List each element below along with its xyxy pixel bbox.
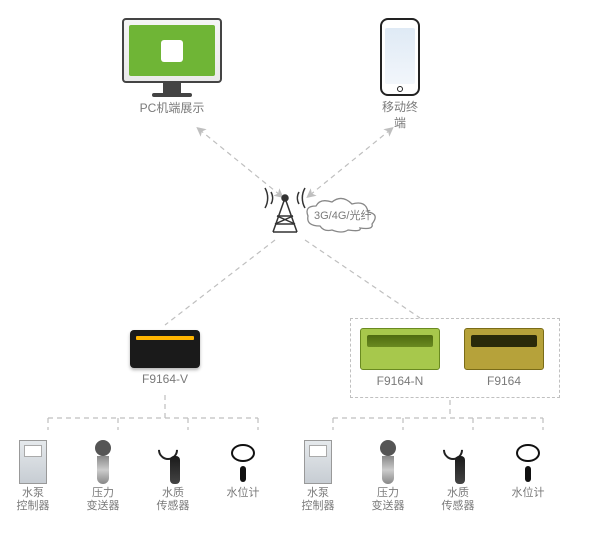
level-label: 水位计	[223, 487, 263, 500]
level-icon	[511, 440, 545, 484]
sensor-quality: 水质传感器	[438, 440, 478, 513]
rtu-n-icon	[360, 328, 440, 370]
rtu-f-label: F9164	[462, 374, 546, 390]
level-label: 水位计	[508, 487, 548, 500]
pump-label: 水泵控制器	[13, 487, 53, 513]
sensor-pump: 水泵控制器	[298, 440, 338, 513]
pressure-label: 压力变送器	[368, 487, 408, 513]
mobile-label: 移动终端	[378, 100, 422, 131]
cloud-label: 3G/4G/光纤	[314, 207, 371, 223]
pressure-icon	[93, 440, 113, 484]
rtu-f-icon	[464, 328, 544, 370]
pc-label: PC机端展示	[120, 101, 224, 117]
rtu-v-label: F9164-V	[128, 372, 202, 388]
quality-icon	[441, 440, 475, 484]
monitor-icon	[122, 18, 222, 83]
sensor-level: 水位计	[508, 440, 548, 500]
sensor-level: 水位计	[223, 440, 263, 500]
pump-icon	[304, 440, 332, 484]
cloud-node: 3G/4G/光纤	[302, 196, 380, 239]
sensor-pressure: 压力变送器	[83, 440, 123, 513]
rtu-v-icon	[130, 330, 200, 368]
pressure-icon	[378, 440, 398, 484]
pump-icon	[19, 440, 47, 484]
level-icon	[226, 440, 260, 484]
phone-icon	[380, 18, 420, 96]
pc-node: PC机端展示	[120, 18, 224, 117]
quality-label: 水质传感器	[438, 487, 478, 513]
pump-label: 水泵控制器	[298, 487, 338, 513]
sensor-pressure: 压力变送器	[368, 440, 408, 513]
sensor-quality: 水质传感器	[153, 440, 193, 513]
quality-label: 水质传感器	[153, 487, 193, 513]
mobile-node: 移动终端	[378, 18, 422, 131]
rtu-v-node: F9164-V	[128, 330, 202, 388]
quality-icon	[156, 440, 190, 484]
rtu-n-label: F9164-N	[358, 374, 442, 390]
rtu-f-node: F9164	[462, 328, 546, 390]
rtu-n-node: F9164-N	[358, 328, 442, 390]
pressure-label: 压力变送器	[83, 487, 123, 513]
sensor-pump: 水泵控制器	[13, 440, 53, 513]
